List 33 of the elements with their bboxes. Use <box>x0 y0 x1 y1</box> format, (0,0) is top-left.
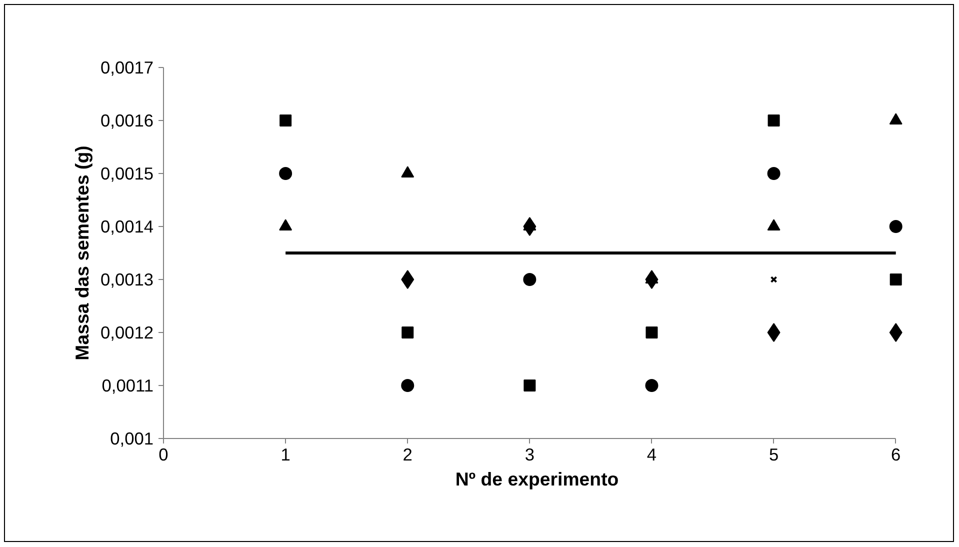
point <box>890 274 902 286</box>
x-tick-label: 1 <box>280 444 290 464</box>
point <box>645 379 658 392</box>
point <box>767 323 780 342</box>
point <box>523 273 536 286</box>
point <box>402 326 414 338</box>
y-tick-label: 0,0011 <box>102 376 154 396</box>
x-tick-label: 5 <box>768 444 779 464</box>
y-tick-label: 0,0012 <box>100 322 154 342</box>
point <box>889 220 902 233</box>
point <box>646 326 658 338</box>
point <box>767 167 780 180</box>
point <box>280 114 292 126</box>
point <box>279 167 292 180</box>
x-tick-label: 4 <box>646 444 657 464</box>
point <box>889 323 902 342</box>
y-axis-title: Massa das sementes (g) <box>72 146 92 360</box>
y-tick-label: 0,0017 <box>100 58 154 78</box>
point <box>768 114 780 126</box>
point <box>401 270 414 289</box>
x-tick-label: 2 <box>402 444 412 464</box>
y-tick-label: 0,0013 <box>100 270 154 290</box>
x-axis-title: Nº de experimento <box>455 468 619 490</box>
point <box>401 379 414 392</box>
y-tick-label: 0,0015 <box>100 164 154 184</box>
point <box>770 276 778 283</box>
y-tick-label: 0,0016 <box>100 110 154 130</box>
x-tick-label: 0 <box>158 444 168 464</box>
y-tick-label: 0,001 <box>110 428 154 448</box>
x-tick-label: 6 <box>891 444 901 464</box>
y-tick-label: 0,0014 <box>100 216 154 236</box>
point <box>524 380 536 392</box>
x-tick-label: 3 <box>524 444 534 464</box>
